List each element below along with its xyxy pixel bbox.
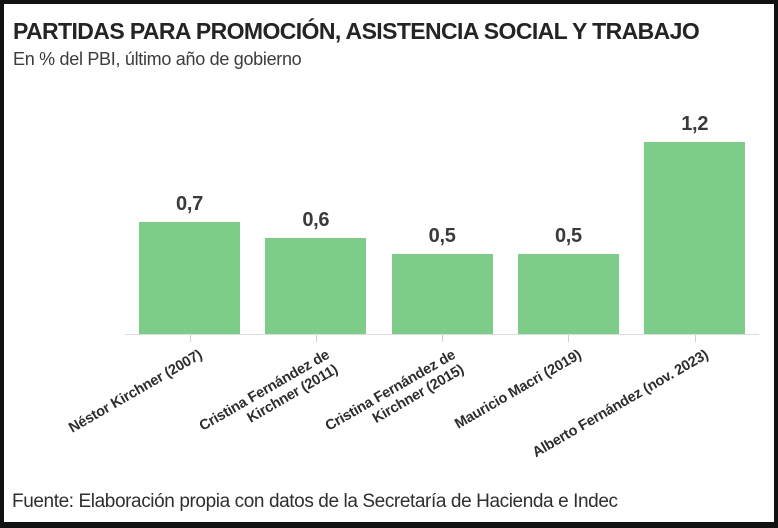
chart-subtitle: En % del PBI, último año de gobierno [13,49,302,69]
x-axis-label-2: Cristina Fernández de Kirchner (2015) [322,347,467,435]
bar-value-label-0: 0,7 [176,193,203,215]
x-axis-line [125,334,759,335]
chart-title: PARTIDAS PARA PROMOCIÓN, ASISTENCIA SOCI… [13,18,700,44]
chart-canvas: PARTIDAS PARA PROMOCIÓN, ASISTENCIA SOCI… [4,4,774,522]
bar-value-label-4: 1,2 [681,113,709,135]
x-axis-tick-3 [568,335,569,342]
x-axis-tick-2 [442,335,443,342]
x-axis-tick-4 [695,335,696,342]
bar-value-label-3: 0,5 [554,225,582,247]
source-note: Fuente: Elaboración propia con datos de … [12,491,618,512]
bar-0 [139,222,240,334]
bar-3 [517,254,619,334]
bar-value-label-1: 0,6 [302,209,330,231]
x-axis-label-3: Mauricio Macri (2019) [452,347,585,433]
x-axis-tick-0 [190,335,191,342]
bar-1 [265,238,367,334]
x-axis-label-1: Cristina Fernández de Kirchner (2011) [196,347,341,435]
x-axis-tick-1 [316,335,317,342]
bar-value-label-2: 0,5 [428,225,456,247]
bar-2 [391,254,493,334]
bar-4 [644,142,746,334]
x-axis-label-0: Néstor Kirchner (2007) [66,347,206,437]
